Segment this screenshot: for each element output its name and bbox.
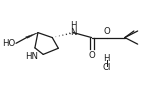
Text: HO: HO bbox=[2, 39, 15, 48]
Text: N: N bbox=[70, 28, 77, 37]
Text: H: H bbox=[103, 54, 110, 63]
Text: O: O bbox=[103, 27, 110, 36]
Text: O: O bbox=[88, 51, 95, 60]
Polygon shape bbox=[26, 33, 38, 38]
Text: Cl: Cl bbox=[102, 63, 111, 72]
Text: HN: HN bbox=[25, 52, 38, 61]
Text: H: H bbox=[70, 21, 77, 30]
